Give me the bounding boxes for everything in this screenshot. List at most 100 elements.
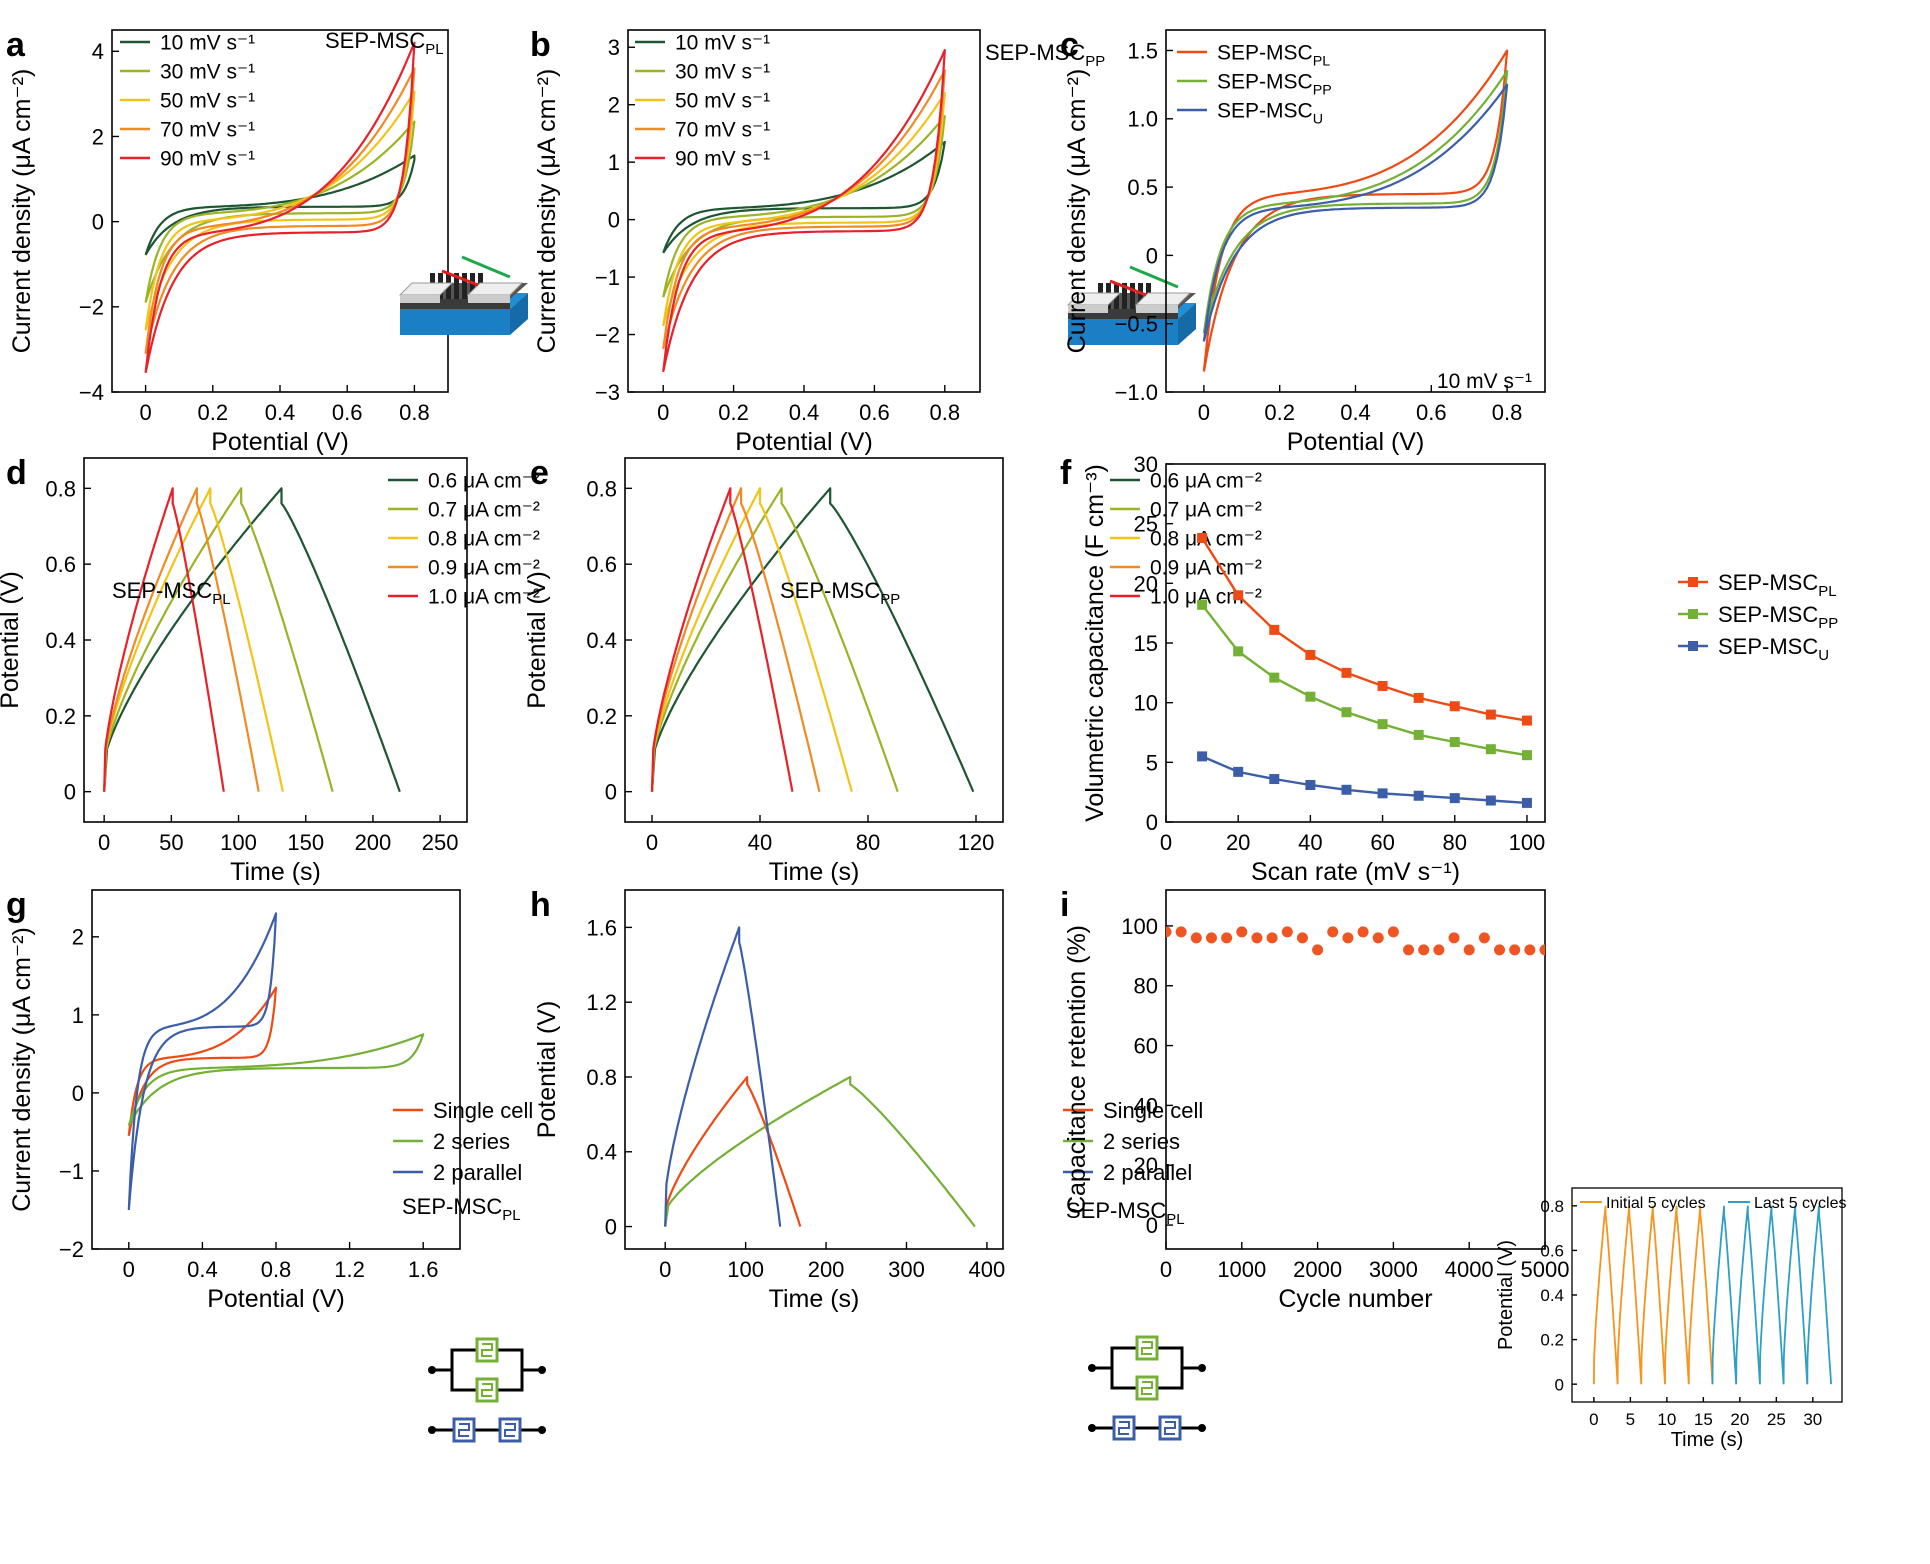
legend-entry: 70 mV s⁻¹ [675,119,770,142]
device-finger [1138,283,1143,309]
series-line [1201,755,1528,805]
series-line [144,41,416,374]
x-axis-label: Time (s) [1671,1429,1744,1451]
data-point [1449,793,1460,804]
legend-entry: 0.6 μA cm⁻² [428,470,540,493]
x-axis-label: Potential (V) [735,428,873,456]
panel-label: i [1060,886,1069,924]
series-line [650,487,853,792]
series-line [650,487,975,793]
y-tick-label: 0.8 [586,1065,617,1090]
legend-entry: 0.9 μA cm⁻² [1150,557,1262,580]
y-tick-label: 1.0 [1127,107,1158,132]
panel-label: c [1060,26,1079,64]
y-tick-label: 0.4 [45,628,76,653]
legend-entry: SEP-MSCU [1217,100,1323,128]
legend-entry-subscript: U [1818,647,1829,664]
inset-chart: 0 5 10 15 20 25 30 0 0.2 0.4 0.6 0.8 Time (s) Potenti… [1495,1187,1846,1451]
y-tick-label: 3 [608,35,620,60]
plot-area [1202,49,1509,372]
data-point [1449,701,1460,712]
plot-frame [83,457,468,823]
series-line [1201,537,1528,722]
x-tick-label: 0.4 [187,1257,218,1282]
x-tick-label: 0.2 [198,400,229,425]
y-tick-label: 2 [608,93,620,118]
series-line [664,926,782,1227]
y-tick-label: 0 [64,780,76,805]
x-tick-label: 0.8 [1492,400,1523,425]
series-line [650,487,794,792]
series-line [662,49,946,373]
chart-title-subscript: PL [502,1207,520,1224]
device-finger [470,273,475,299]
y-tick-label: 25 [1134,512,1158,537]
legend-entry: 10 mV s⁻¹ [675,32,770,55]
y-tick-label: 60 [1134,1033,1158,1058]
x-tick-label: 0 [1589,1410,1598,1429]
x-tick-label: 0 [659,1257,671,1282]
legend-entry: 90 mV s⁻¹ [675,148,770,171]
x-tick-label: 3000 [1369,1257,1418,1282]
legend-entry-name: SEP-MSC [1217,42,1313,65]
series-line [1640,1205,1666,1385]
x-tick-label: 100 [1509,830,1546,855]
legend-entry: 90 mV s⁻¹ [160,148,255,171]
data-point [1524,944,1536,956]
circuit-capacitor-fingers [1164,1421,1176,1435]
data-point [1233,590,1244,601]
panel-c: 0 0.2 0.4 0.6 0.8 −1.0 −0.5 0 0.5 1.0 1.5 Potential… [1060,26,1546,456]
data-point [1327,926,1339,938]
device-electrode-front [1136,305,1178,313]
data-point [1341,667,1352,678]
x-tick-label: 0 [1198,400,1210,425]
device-layer-front [400,299,510,309]
y-axis-label: Volumetric capacitance (F cm⁻³) [1081,464,1109,822]
y-tick-label: 0.4 [1540,1286,1564,1305]
data-point [1305,649,1316,660]
circuit-capacitor-fingers [504,1423,516,1437]
legend-entry-name: 50 mV s⁻¹ [160,90,255,113]
legend-entry: 0.6 μA cm⁻² [1150,470,1262,493]
device-electrode-front [1068,305,1108,313]
series-line [144,154,416,256]
chart-title-main: SEP-MSC [402,1194,502,1219]
legend-entry-name: 0.8 μA cm⁻² [428,528,540,551]
x-axis-label: Cycle number [1278,1285,1432,1313]
legend-entry: 2 series [433,1129,510,1154]
x-tick-label: 80 [1443,830,1467,855]
data-point [1305,780,1316,791]
y-axis-label: Potential (V) [1495,1240,1517,1350]
legend-entry-name: Single cell [1103,1098,1203,1123]
circuit-capacitor-fingers [458,1423,470,1437]
y-tick-label: 0.8 [586,476,617,501]
legend-entry-name: 2 parallel [1103,1160,1192,1185]
y-tick-label: 0.2 [586,704,617,729]
x-tick-label: 10 [1657,1410,1676,1429]
legend-entry-name: 90 mV s⁻¹ [160,148,255,171]
legend-entry-name: SEP-MSC [1217,71,1313,94]
y-axis-label: Potential (V) [523,571,551,709]
x-tick-label: 400 [969,1257,1006,1282]
x-tick-label: 80 [856,830,880,855]
device-green-arrow [461,255,511,279]
data-point [1413,790,1424,801]
legend-entry-subscript: U [1313,112,1323,128]
y-tick-label: 0.4 [586,1140,617,1165]
y-tick-label: 0.6 [1540,1242,1564,1261]
panel-label: b [530,26,551,64]
chart-title-main: SEP-MSC [325,28,425,53]
x-tick-label: 60 [1370,830,1394,855]
legend-entry-name: SEP-MSC [1718,634,1818,659]
y-tick-label: −0.5 [1115,312,1158,337]
x-tick-label: 0 [123,1257,135,1282]
x-axis-label: Potential (V) [1287,428,1425,456]
panel-d: 0 50 100 150 200 250 0 0.2 0.4 0.6 0.8 Time (s) Pote… [0,454,540,886]
chart-title-main: SEP-MSC [112,578,212,603]
x-tick-label: 0.6 [332,400,363,425]
x-tick-label: 100 [220,830,257,855]
series-line [103,487,260,792]
y-tick-label: 0 [608,208,620,233]
x-tick-label: 0 [646,830,658,855]
